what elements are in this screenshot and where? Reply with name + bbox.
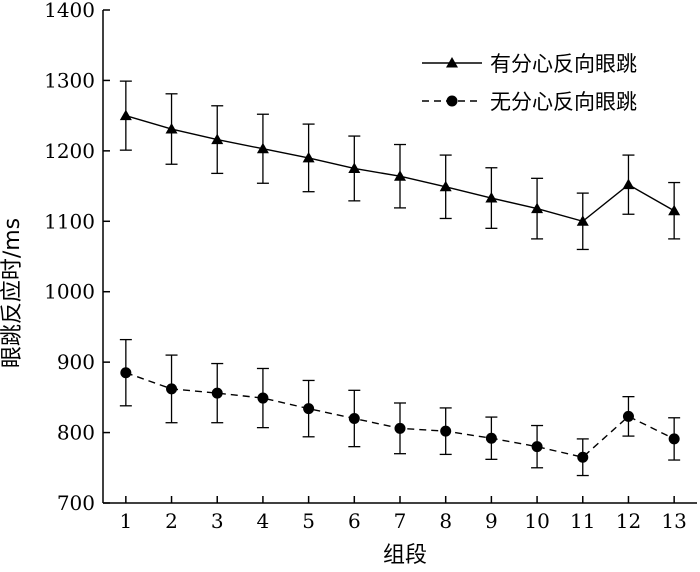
legend-marker (446, 57, 458, 68)
x-tick-label: 3 (211, 509, 224, 533)
series-2 (119, 338, 681, 477)
data-point (166, 383, 178, 395)
y-tick-label: 1300 (44, 68, 95, 92)
x-tick-label: 5 (302, 509, 315, 533)
data-point (622, 410, 634, 422)
x-tick-label: 7 (394, 509, 407, 533)
data-point (211, 387, 223, 399)
data-point (348, 412, 360, 424)
y-axis-title: 眼跳反应时/ms (0, 218, 25, 368)
y-tick-label: 700 (57, 491, 95, 515)
x-tick-label: 8 (439, 509, 452, 533)
data-point (211, 133, 224, 145)
data-point (668, 204, 681, 216)
x-tick-label: 2 (165, 509, 178, 533)
data-point (668, 433, 680, 445)
x-tick-label: 6 (348, 509, 361, 533)
data-point (394, 170, 406, 181)
x-tick-label: 1 (119, 509, 132, 533)
x-tick-label: 11 (570, 509, 595, 533)
data-point (531, 202, 544, 214)
data-point (120, 367, 132, 379)
data-point (165, 123, 178, 134)
legend-item-2: 无分心反向眼跳 (422, 90, 637, 114)
legend-label: 有分心反向眼跳 (490, 52, 637, 76)
x-axis-title: 组段 (383, 543, 427, 568)
y-tick-label: 1000 (44, 280, 95, 304)
legend-marker (446, 95, 458, 107)
series-1 (119, 80, 681, 251)
data-point (440, 425, 452, 437)
data-point (302, 151, 315, 163)
data-point (256, 142, 269, 154)
x-tick-label: 9 (485, 509, 498, 533)
data-point (485, 192, 498, 203)
data-point (531, 441, 543, 453)
y-tick-label: 1100 (44, 209, 95, 233)
legend-item-1: 有分心反向眼跳 (422, 52, 637, 76)
y-tick-label: 1200 (44, 139, 95, 163)
data-point (622, 178, 635, 190)
x-tick-label: 4 (257, 509, 270, 533)
data-point (485, 432, 497, 444)
data-point (576, 215, 589, 226)
y-tick-label: 800 (57, 421, 95, 445)
data-point (348, 162, 361, 173)
y-tick-label: 1400 (44, 0, 95, 22)
data-point (394, 422, 406, 434)
data-point (119, 109, 132, 121)
series-layer (119, 80, 681, 477)
y-tick-label: 900 (57, 350, 95, 374)
data-point (577, 451, 589, 463)
data-point (303, 403, 315, 415)
data-point (439, 180, 452, 192)
x-tick-label: 12 (616, 509, 641, 533)
legend-label: 无分心反向眼跳 (490, 90, 637, 114)
x-tick-label: 10 (524, 509, 549, 533)
data-point (257, 392, 269, 404)
x-tick-label: 13 (661, 509, 686, 533)
